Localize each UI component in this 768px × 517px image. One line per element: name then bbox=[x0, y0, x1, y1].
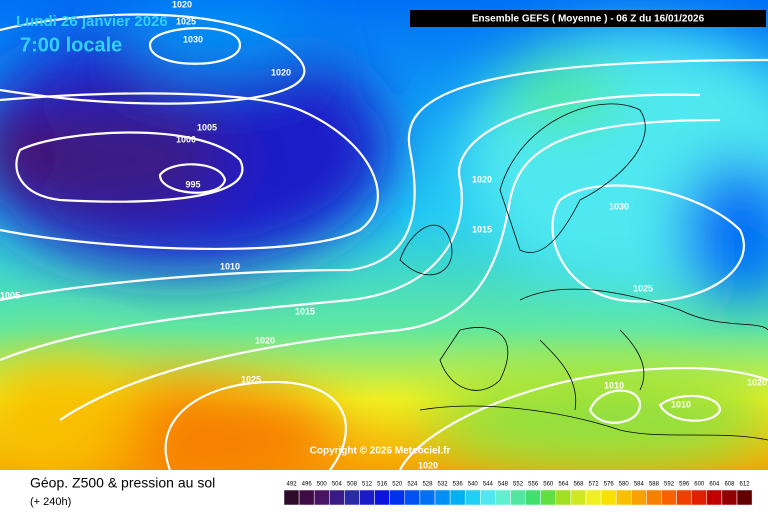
isobar-label: 1025 bbox=[241, 374, 261, 384]
isobar-label: 1020 bbox=[255, 335, 275, 345]
scale-swatch bbox=[329, 489, 345, 506]
isobar-label: 995 bbox=[185, 179, 200, 189]
scale-swatch bbox=[464, 489, 481, 506]
scale-label: 580 bbox=[619, 482, 630, 488]
scale-swatch bbox=[434, 489, 451, 506]
time-label: 7:00 locale bbox=[20, 34, 122, 56]
scale-label: 508 bbox=[347, 482, 358, 488]
scale-label: 556 bbox=[528, 482, 539, 488]
scale-swatch bbox=[510, 489, 526, 506]
scale-label: 516 bbox=[377, 482, 388, 488]
isobar-label: 1010 bbox=[220, 261, 240, 271]
scale-swatch bbox=[540, 489, 557, 506]
run-label: Ensemble GEFS ( Moyenne ) - 06 Z du 16/0… bbox=[472, 14, 705, 25]
scale-swatch bbox=[691, 489, 708, 506]
scale-swatch bbox=[585, 489, 602, 506]
isobar-label: 1020 bbox=[271, 67, 291, 77]
isobar-label: 1005 bbox=[197, 122, 217, 132]
scale-label: 528 bbox=[422, 482, 433, 488]
coastlines bbox=[399, 103, 768, 441]
scale-swatch bbox=[389, 489, 406, 506]
scale-swatch bbox=[676, 489, 692, 506]
isobar-label: 1010 bbox=[604, 380, 624, 390]
scale-label: 504 bbox=[332, 482, 343, 488]
scale-label: 576 bbox=[604, 482, 615, 488]
isobar-label: 1000 bbox=[176, 134, 196, 144]
scale-swatch bbox=[419, 489, 436, 506]
scale-label: 572 bbox=[589, 482, 600, 488]
isobar-label: 1025 bbox=[633, 283, 653, 293]
isobar-label: 1020 bbox=[172, 0, 192, 9]
scale-label: 524 bbox=[407, 482, 418, 488]
scale-label: 568 bbox=[573, 482, 584, 488]
isobars bbox=[0, 13, 768, 471]
scale-swatch bbox=[661, 489, 677, 506]
footer-title: Géop. Z500 & pression au sol bbox=[30, 475, 215, 491]
scale-swatch bbox=[404, 489, 421, 506]
run-banner bbox=[410, 10, 766, 27]
isobar-label: 1010 bbox=[671, 399, 691, 409]
isobar-label: 1015 bbox=[472, 224, 492, 234]
isobar-label: 1020 bbox=[747, 377, 767, 387]
isobar-label: 1015 bbox=[295, 306, 315, 316]
scale-label: 604 bbox=[709, 482, 720, 488]
scale-swatch bbox=[525, 489, 541, 506]
scale-label: 608 bbox=[724, 482, 735, 488]
scale-swatch bbox=[600, 489, 617, 506]
scale-label: 584 bbox=[634, 482, 645, 488]
scale-label: 600 bbox=[694, 482, 705, 488]
scale-label: 492 bbox=[287, 482, 298, 488]
scale-label: 532 bbox=[438, 482, 449, 488]
scale-swatch bbox=[570, 489, 587, 506]
scale-label: 544 bbox=[483, 482, 494, 488]
scale-swatch bbox=[374, 489, 390, 506]
scale-swatch bbox=[449, 489, 466, 506]
scale-swatch bbox=[480, 489, 496, 506]
scale-label: 500 bbox=[317, 482, 328, 488]
scale-swatch bbox=[344, 489, 360, 506]
scale-label: 512 bbox=[362, 482, 373, 488]
color-scale: 492 496 500 504 508 512 516 520 524 528 532 536 540 5… bbox=[283, 482, 753, 506]
isobar-label: 1025 bbox=[176, 16, 196, 26]
scale-swatch bbox=[555, 489, 572, 506]
isobar-label: 1020 bbox=[418, 460, 438, 470]
isobar-label: 1030 bbox=[183, 34, 203, 44]
scale-swatch bbox=[313, 489, 330, 506]
scale-swatch bbox=[615, 489, 632, 506]
scale-label: 536 bbox=[453, 482, 464, 488]
scale-swatch bbox=[495, 489, 511, 506]
scale-label: 552 bbox=[513, 482, 524, 488]
scale-swatch bbox=[706, 489, 723, 506]
isobar-label: 1020 bbox=[472, 174, 492, 184]
scale-label: 588 bbox=[649, 482, 660, 488]
scale-label: 496 bbox=[302, 482, 313, 488]
scale-swatch bbox=[359, 489, 375, 506]
scale-label: 592 bbox=[664, 482, 675, 488]
isobar-label: 1005 bbox=[0, 290, 20, 300]
scale-swatch bbox=[646, 489, 662, 506]
scale-label: 560 bbox=[543, 482, 554, 488]
scale-swatch bbox=[736, 489, 753, 506]
copyright: Copyright © 2026 Meteociel.fr bbox=[310, 446, 451, 457]
scale-label: 612 bbox=[740, 482, 751, 488]
scale-label: 564 bbox=[558, 482, 569, 488]
scale-label: 596 bbox=[679, 482, 690, 488]
scale-label: 520 bbox=[392, 482, 403, 488]
footer-lead: (+ 240h) bbox=[30, 496, 71, 508]
date-label: Lundi 26 janvier 2026 bbox=[16, 13, 168, 30]
scale-swatch bbox=[283, 489, 300, 506]
scale-label: 540 bbox=[468, 482, 479, 488]
scale-swatch bbox=[631, 489, 647, 506]
scale-swatch bbox=[721, 489, 738, 506]
isobar-label: 1030 bbox=[609, 201, 629, 211]
scale-label: 548 bbox=[498, 482, 509, 488]
field bbox=[0, 0, 768, 500]
scale-swatch bbox=[298, 489, 315, 506]
